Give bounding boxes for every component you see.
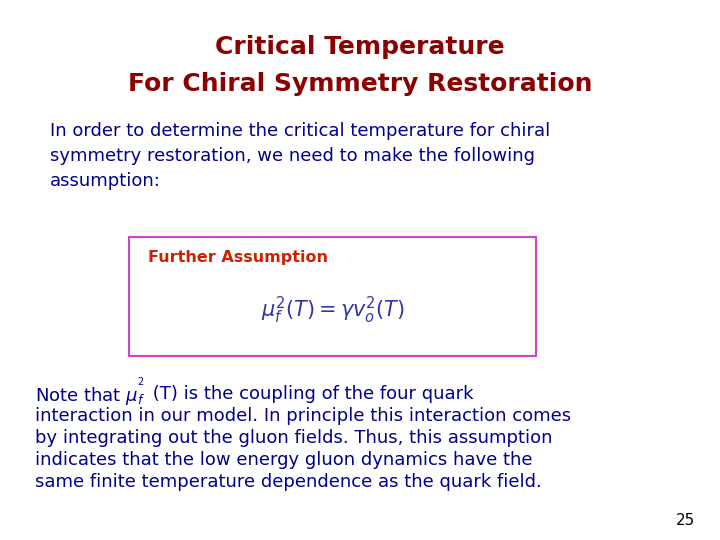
Text: 25: 25 [676,513,695,528]
Text: In order to determine the critical temperature for chiral
symmetry restoration, : In order to determine the critical tempe… [50,122,550,190]
FancyBboxPatch shape [129,237,536,356]
Text: For Chiral Symmetry Restoration: For Chiral Symmetry Restoration [127,72,593,96]
Text: Further Assumption: Further Assumption [148,250,328,265]
Text: Note that $\mu_f$: Note that $\mu_f$ [35,385,145,407]
Text: $^2$: $^2$ [137,377,144,391]
Text: (T) is the coupling of the four quark: (T) is the coupling of the four quark [147,385,474,403]
Text: Critical Temperature: Critical Temperature [215,35,505,59]
Text: same finite temperature dependence as the quark field.: same finite temperature dependence as th… [35,473,541,491]
Text: $\mu_f^2(T) = \gamma v_o^2(T)$: $\mu_f^2(T) = \gamma v_o^2(T)$ [261,295,405,326]
Text: interaction in our model. In principle this interaction comes: interaction in our model. In principle t… [35,407,571,425]
Text: by integrating out the gluon fields. Thus, this assumption: by integrating out the gluon fields. Thu… [35,429,552,447]
Text: indicates that the low energy gluon dynamics have the: indicates that the low energy gluon dyna… [35,451,533,469]
